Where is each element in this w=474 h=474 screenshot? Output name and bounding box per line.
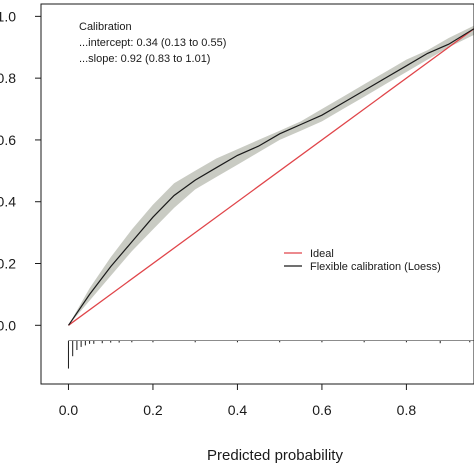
y-tick-label: 0.8	[0, 70, 16, 86]
annotation-title: Calibration	[79, 21, 132, 33]
plot-frame	[40, 3, 474, 385]
x-tick-label: 0.6	[312, 402, 332, 418]
annotation-intercept: ...intercept: 0.34 (0.13 to 0.55)	[79, 37, 226, 49]
ideal-line	[68, 28, 474, 326]
x-tick-label: 0.4	[228, 402, 248, 418]
y-tick-label: 0.6	[0, 132, 16, 148]
y-tick-label: 0.4	[0, 194, 16, 210]
x-tick-label: 0.8	[397, 402, 417, 418]
y-tick-label: 0.2	[0, 256, 16, 272]
annotation-slope: ...slope: 0.92 (0.83 to 1.01)	[79, 53, 210, 65]
rug-marks	[67, 340, 474, 369]
y-axis: 0.0 0.2 0.4 0.6 0.8 1.0	[0, 8, 41, 333]
loess-line	[68, 28, 474, 326]
legend: Ideal Flexible calibration (Loess)	[284, 248, 441, 273]
legend-label-loess: Flexible calibration (Loess)	[310, 261, 441, 273]
loess-confidence-band	[68, 25, 474, 326]
x-axis: 0.0 0.2 0.4 0.6 0.8	[59, 384, 417, 418]
x-axis-title: Predicted probability	[207, 447, 343, 464]
x-tick-label: 0.2	[143, 402, 163, 418]
y-tick-label: 1.0	[0, 8, 16, 24]
legend-label-ideal: Ideal	[310, 248, 334, 260]
x-tick-label: 0.0	[59, 402, 79, 418]
y-tick-label: 0.0	[0, 317, 16, 333]
